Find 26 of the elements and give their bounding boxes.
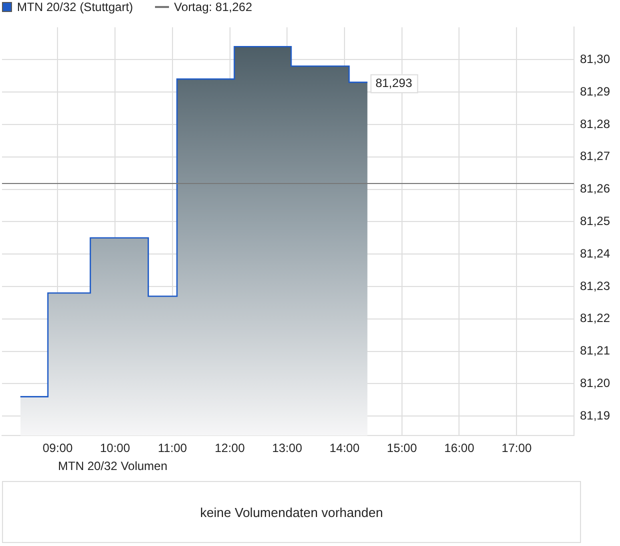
x-tick-label: 13:00 (272, 441, 302, 456)
x-tick-label: 12:00 (214, 441, 246, 456)
y-tick-label: 81,24 (580, 246, 610, 260)
y-tick-label: 81,19 (580, 408, 610, 422)
x-tick-label: 16:00 (444, 441, 475, 456)
y-tick-label: 81,20 (580, 376, 610, 390)
y-tick-label: 81,26 (580, 182, 610, 196)
x-tick-label: 09:00 (42, 441, 73, 456)
y-tick-label: 81,30 (580, 52, 610, 66)
text: keine Volumendaten vorhanden (2, 481, 581, 543)
y-tick-label: 81,27 (580, 149, 610, 164)
annotation: 81,293 (375, 76, 412, 90)
y-tick-label: 81,28 (580, 116, 610, 131)
x-tick-label: 17:00 (502, 441, 532, 456)
x-tick-label: 15:00 (386, 441, 418, 456)
legend-label: Vortag: 81,262 (174, 0, 252, 14)
y-tick-label: 81,21 (580, 344, 610, 358)
y-tick-label: 81,23 (580, 278, 610, 293)
legend-label: MTN 20/32 (Stuttgart) (17, 0, 134, 14)
x-tick-label: 11:00 (158, 441, 188, 456)
y-tick-label: 81,29 (580, 84, 610, 98)
x-tick-label: 10:00 (100, 441, 130, 456)
y-tick-label: 81,25 (580, 214, 610, 228)
y-tick-label: 81,22 (580, 311, 610, 326)
x-tick-label: 14:00 (329, 441, 360, 456)
text: MTN 20/32 Volumen (58, 459, 168, 473)
